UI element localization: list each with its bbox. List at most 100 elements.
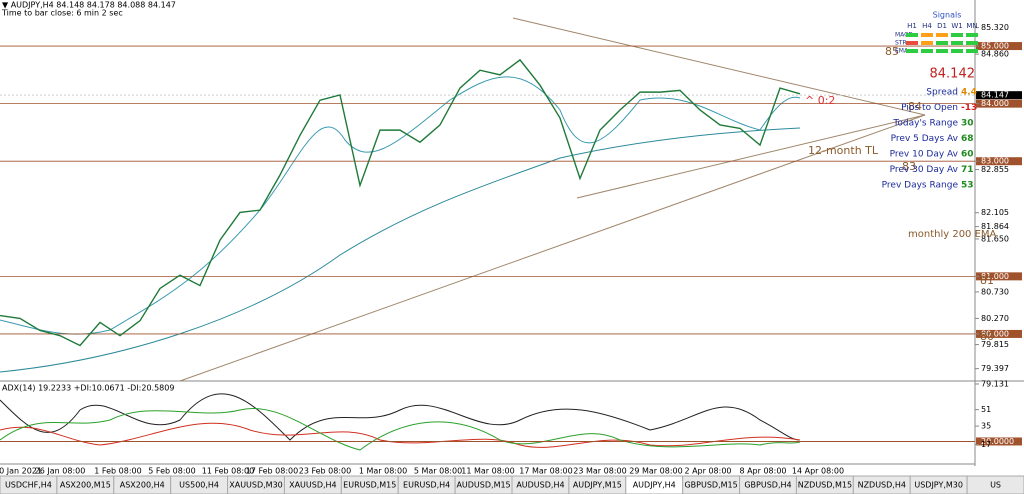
- signals-title: Signals: [933, 11, 962, 20]
- y-tick-label: 85.000: [981, 42, 1009, 51]
- tab-label[interactable]: GBPUSD,M15: [684, 481, 737, 490]
- x-tick-label: 20 Jan 2021: [0, 467, 42, 476]
- y-tick-label: 20.0000: [981, 437, 1014, 446]
- stat-label: Pips to Open: [901, 103, 958, 113]
- tab-label[interactable]: XAUUSD,H4: [289, 481, 337, 490]
- level-tag: [976, 329, 1022, 338]
- signal-cell: [936, 49, 948, 53]
- tab-label[interactable]: GBPUSD,H4: [744, 481, 791, 490]
- tab-label[interactable]: AUDJPY,H4: [633, 481, 676, 490]
- tab-label[interactable]: XAUUSD,M30: [229, 481, 283, 490]
- y-tick-label: 83.000: [981, 157, 1009, 166]
- level-tag: [976, 157, 1022, 166]
- y-tick-label: 51: [981, 405, 991, 414]
- minus-di-line: [0, 422, 801, 448]
- signal-cell: [921, 41, 933, 45]
- signal-cell: [921, 33, 933, 37]
- stat-value: 53: [961, 181, 974, 191]
- y-tick-label: 80.270: [981, 314, 1009, 323]
- x-tick-label: 14 Apr 08:00: [792, 467, 844, 476]
- tab-label[interactable]: US: [990, 481, 1001, 490]
- tab-label[interactable]: NZDUSD,M15: [798, 481, 852, 490]
- stat-label: Spread: [926, 88, 958, 98]
- current-price-label: 84.147: [981, 91, 1009, 100]
- trend-line: [576, 114, 926, 199]
- trend-line: [179, 114, 926, 382]
- ema-200: [0, 127, 801, 373]
- x-tick-label: 11 Mar 08:00: [461, 467, 514, 476]
- signal-cell: [906, 49, 918, 53]
- symbol-line: ▼ AUDJPY,H4 84.148 84.178 84.088 84.147: [2, 1, 176, 10]
- annotation: 83: [902, 160, 916, 173]
- annotation: ^ 0:2: [805, 94, 835, 107]
- y-tick-label: 81.864: [981, 222, 1009, 231]
- annotation: 80: [980, 330, 994, 343]
- tab-label[interactable]: ASX200,M15: [60, 481, 111, 490]
- tab-label[interactable]: AUDUSD,M15: [456, 481, 510, 490]
- tab-label[interactable]: USDCHF,H4: [5, 481, 52, 490]
- tab-label[interactable]: ASX200,H4: [120, 481, 165, 490]
- current-price-tag: [976, 91, 1022, 100]
- signal-column: MN: [966, 22, 977, 30]
- stat-label: Prev 30 Day Av: [890, 165, 959, 175]
- y-tick-label: 80.000: [981, 329, 1009, 338]
- y-tick-label: 35: [981, 422, 991, 431]
- signal-cell: [936, 41, 948, 45]
- x-tick-label: 29 Mar 08:00: [629, 467, 682, 476]
- signal-cell: [966, 33, 978, 37]
- y-tick-label: 79.397: [981, 364, 1009, 373]
- y-tick-label: 85.320: [981, 23, 1009, 32]
- tab-label[interactable]: EURUSD,H4: [403, 481, 450, 490]
- annotation: 12-month TL: [808, 144, 879, 157]
- x-tick-label: 5 Mar 08:00: [414, 467, 462, 476]
- annotation: 81: [980, 274, 994, 287]
- price-line: [0, 58, 801, 347]
- signal-cell: [951, 49, 963, 53]
- y-tick-label: 81.000: [981, 272, 1009, 281]
- x-tick-label: 17 Mar 08:00: [519, 467, 572, 476]
- tab-label[interactable]: USDJPY,M30: [914, 481, 963, 490]
- x-tick-label: 23 Feb 08:00: [299, 467, 351, 476]
- y-tick-label: 82.855: [981, 165, 1009, 174]
- signal-column: W1: [951, 22, 962, 30]
- bar-timer: Time to bar close: 6 min 2 sec: [1, 9, 123, 18]
- tab-label[interactable]: AUDUSD,H4: [516, 481, 564, 490]
- signal-cell: [966, 49, 978, 53]
- signal-row: MACD: [895, 32, 913, 39]
- y-tick-label: 82.105: [981, 208, 1009, 217]
- signal-cell: [951, 41, 963, 45]
- stat-label: Today's Range: [892, 119, 958, 129]
- y-tick-label: 17: [981, 440, 991, 449]
- annotation: 85: [885, 45, 899, 58]
- trend-line: [512, 17, 926, 116]
- y-tick-label: 81.650: [981, 234, 1009, 243]
- level-tag: [976, 437, 1022, 446]
- stat-value: 71: [961, 165, 974, 175]
- signal-cell: [951, 33, 963, 37]
- level-tag: [976, 99, 1022, 108]
- tab-label[interactable]: AUDJPY,M15: [573, 481, 622, 490]
- signal-row: EMA: [895, 48, 909, 55]
- plus-di-line: [0, 407, 801, 451]
- tab-label[interactable]: NZDUSD,H4: [858, 481, 906, 490]
- x-tick-label: 1 Mar 08:00: [359, 467, 407, 476]
- stat-value: 30: [961, 119, 974, 129]
- x-tick-label: 5 Feb 08:00: [148, 467, 195, 476]
- x-tick-label: 8 Apr 08:00: [739, 467, 786, 476]
- signal-cell: [906, 33, 918, 37]
- y-tick-label: 84.860: [981, 50, 1009, 59]
- signal-cell: [966, 41, 978, 45]
- tab-label[interactable]: EURUSD,M15: [343, 481, 396, 490]
- tab-label[interactable]: US500,H4: [179, 481, 219, 490]
- stat-value: 68: [961, 134, 974, 144]
- stat-value: 4.4: [961, 88, 977, 98]
- ema-fast: [0, 76, 801, 335]
- y-tick-label: 84.000: [981, 99, 1009, 108]
- live-price: 84.142: [930, 67, 976, 82]
- signal-column: D1: [937, 22, 947, 30]
- signal-cell: [906, 41, 918, 45]
- y-tick-label: 80.730: [981, 287, 1009, 296]
- signal-column: H4: [922, 22, 932, 30]
